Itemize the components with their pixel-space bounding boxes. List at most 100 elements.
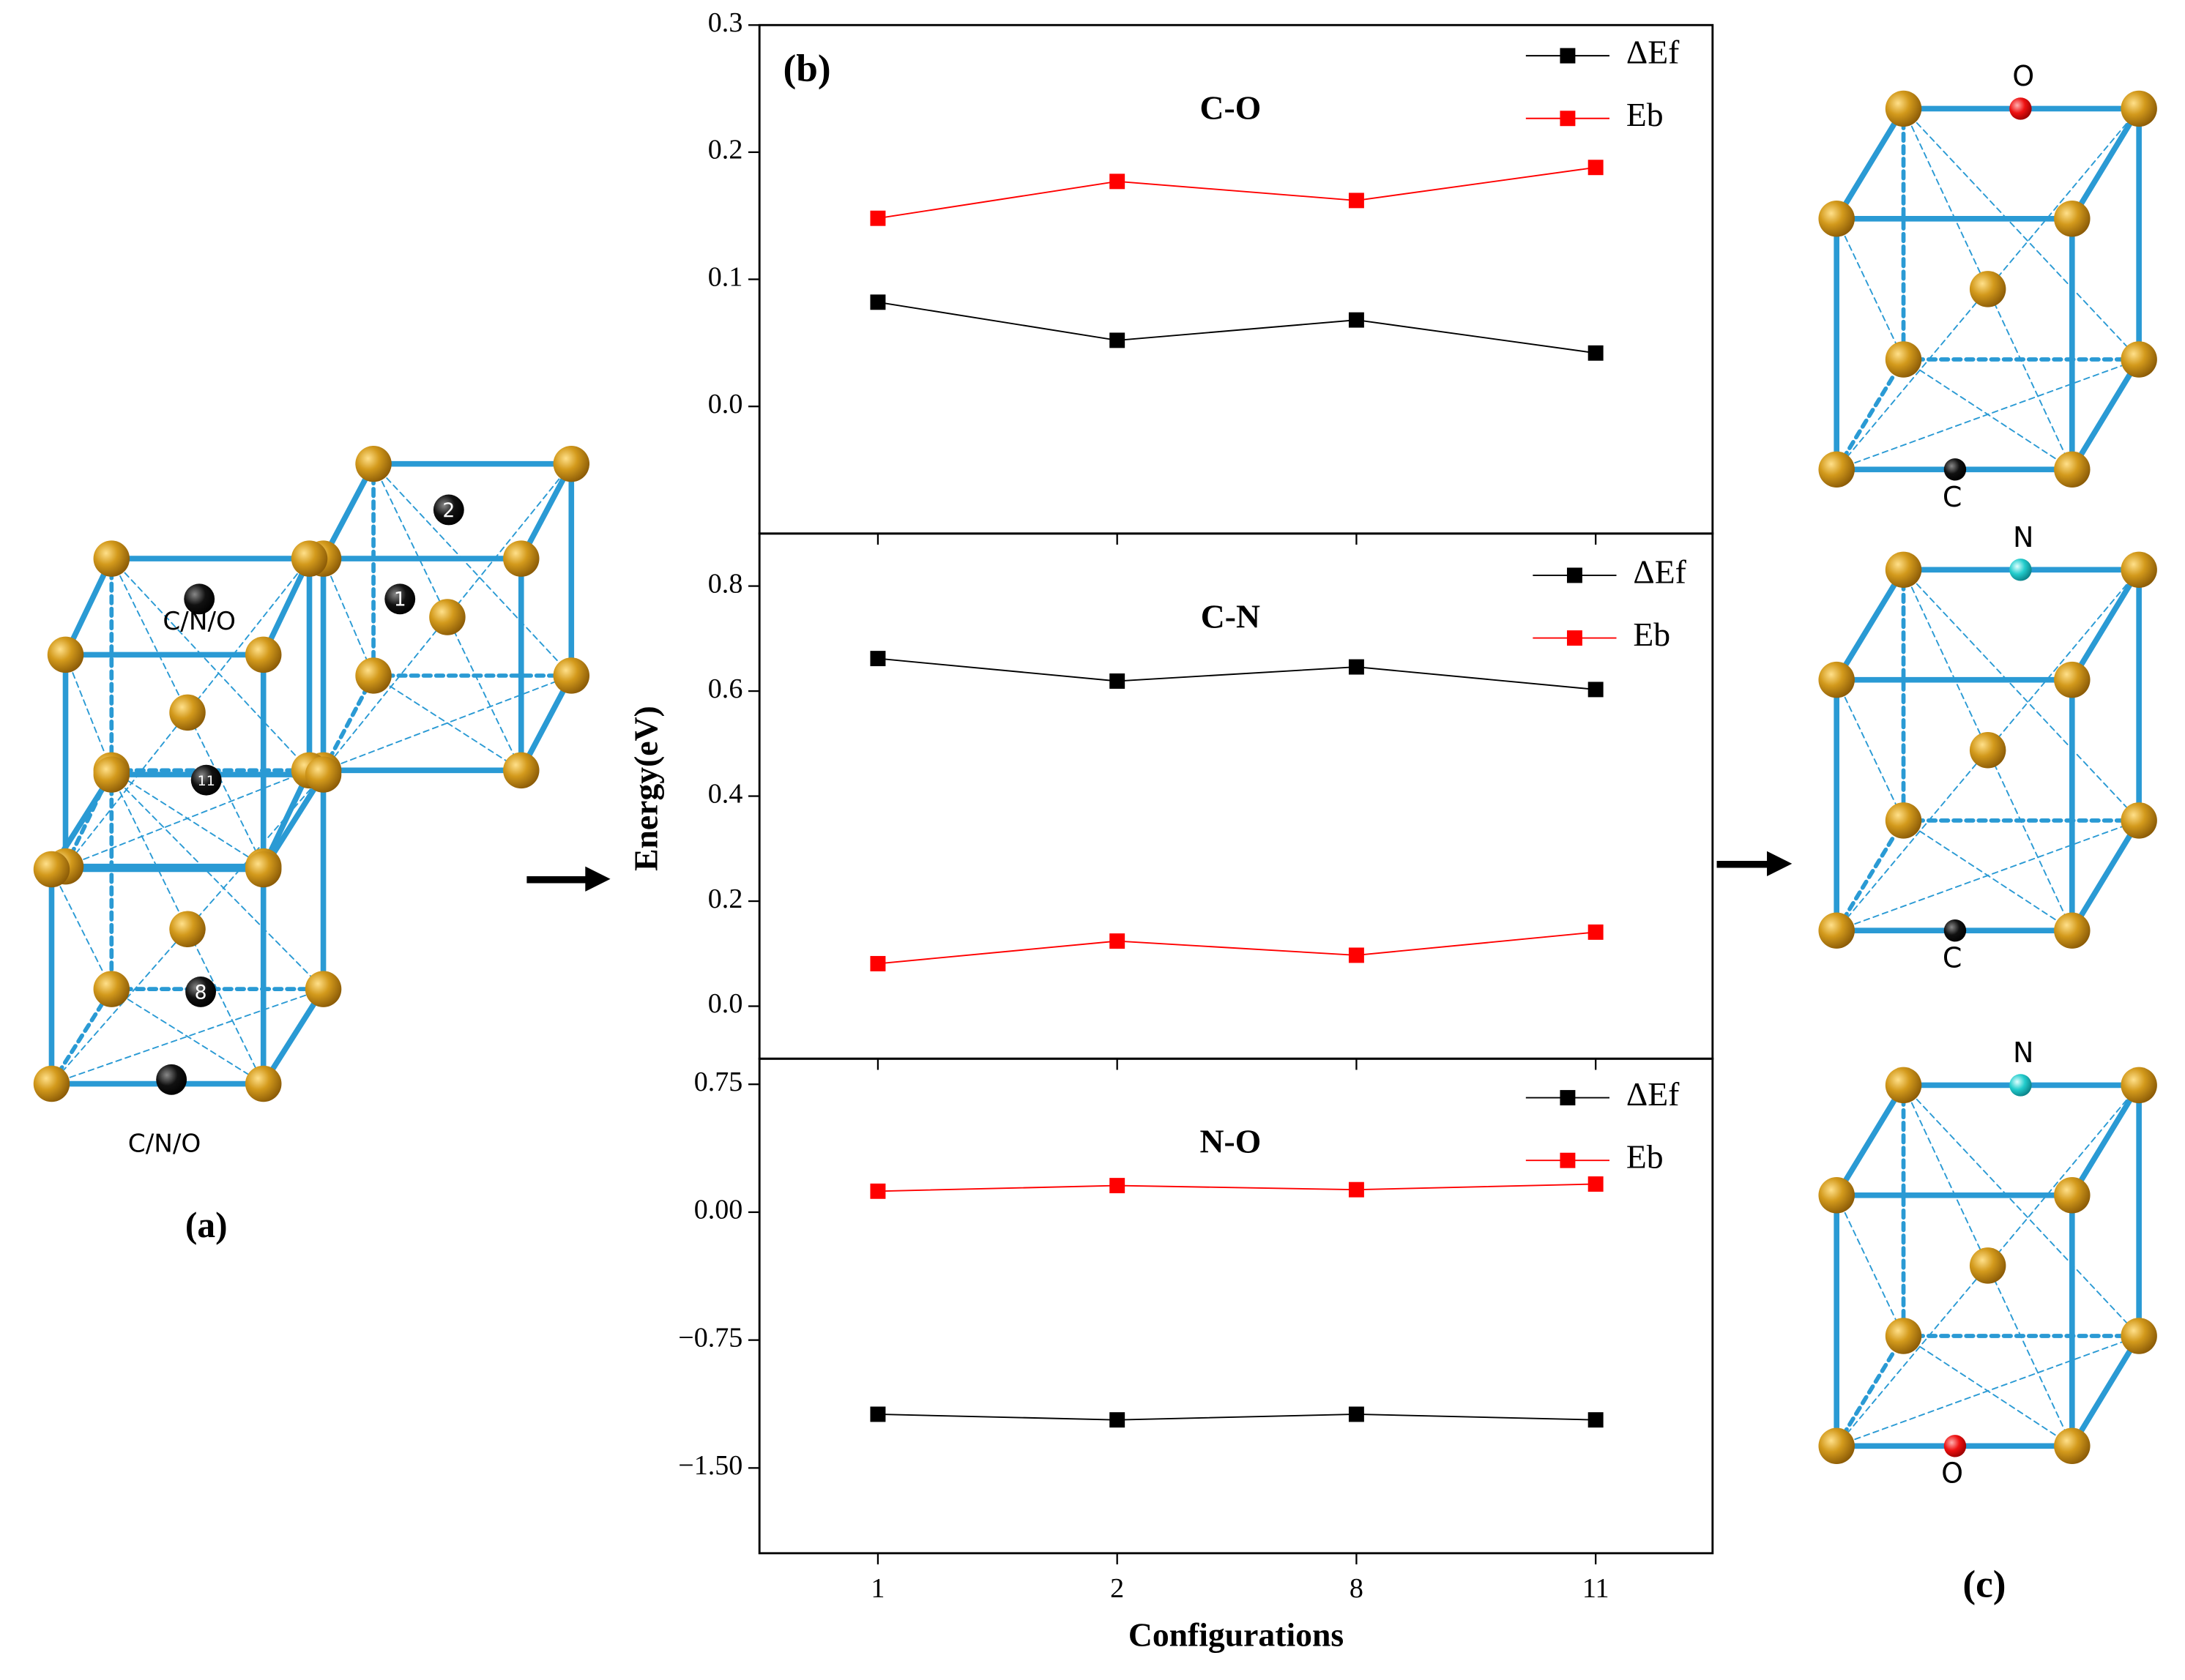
marker — [870, 1406, 886, 1422]
bond — [111, 988, 264, 1085]
atom — [2054, 912, 2091, 949]
legend-label: ΔEf — [1633, 553, 1686, 590]
marker — [1587, 345, 1604, 361]
bond — [1902, 1084, 2140, 1337]
atom — [169, 694, 206, 731]
dopant-label: C/N/O — [163, 607, 236, 636]
atom — [33, 1065, 70, 1102]
chart-title: C-N — [1201, 597, 1260, 635]
atom — [2054, 1427, 2091, 1465]
atom — [1969, 1247, 2006, 1284]
atom — [1885, 341, 1922, 378]
legend-marker — [1560, 1152, 1576, 1168]
marker — [870, 651, 886, 667]
atom — [2121, 1318, 2157, 1354]
panel-label: (c) — [1962, 1563, 2006, 1606]
dopant-label: C/N/O — [128, 1130, 201, 1159]
bond — [111, 774, 324, 990]
atom — [93, 540, 130, 577]
bond — [1834, 567, 1907, 683]
atom-label: N — [2013, 1037, 2033, 1069]
bond — [1834, 1082, 1907, 1198]
chart-title: N-O — [1200, 1123, 1262, 1160]
y-tick-label: 0.6 — [708, 673, 743, 704]
legend-marker — [1566, 630, 1582, 646]
marker — [1109, 173, 1125, 190]
series-line — [877, 1183, 1596, 1192]
series-line — [877, 166, 1596, 220]
x-tick-label: 11 — [1582, 1573, 1609, 1604]
site-label: 1 — [394, 589, 406, 611]
marker — [1587, 682, 1604, 698]
atom — [245, 1065, 282, 1102]
y-tick-label: 0.0 — [708, 988, 743, 1019]
plot-frame — [758, 1057, 1714, 1555]
atom — [1969, 732, 2006, 769]
bond — [1902, 819, 2073, 932]
atom — [93, 971, 130, 1007]
atom — [1818, 451, 1855, 488]
atom — [156, 1064, 187, 1095]
atom — [429, 599, 466, 635]
legend-label: ΔEf — [1626, 34, 1680, 71]
marker — [1348, 312, 1364, 328]
bond — [2069, 1082, 2142, 1198]
bond — [1834, 1334, 1906, 1449]
atom — [2054, 1177, 2091, 1214]
legend-marker — [1560, 1090, 1576, 1106]
atom — [2009, 559, 2032, 581]
marker — [1109, 1412, 1125, 1428]
y-tick-label: 0.1 — [708, 261, 743, 292]
atom — [503, 540, 540, 577]
atom — [1885, 90, 1922, 127]
atom — [245, 636, 282, 673]
bond — [1836, 217, 1905, 360]
series-line — [877, 657, 1596, 690]
y-tick-label: 0.2 — [708, 135, 743, 165]
marker — [1348, 193, 1364, 209]
chart-title: C-O — [1200, 89, 1262, 127]
bond — [1902, 108, 2140, 360]
atom — [1969, 271, 2006, 307]
atom — [2121, 802, 2157, 839]
atom — [2054, 201, 2091, 237]
marker — [870, 210, 886, 226]
atom — [503, 752, 540, 789]
y-tick-label: 0.00 — [694, 1195, 743, 1225]
atom — [2121, 551, 2157, 589]
atom — [1943, 919, 1967, 942]
atom — [355, 445, 392, 482]
atom — [1885, 1318, 1922, 1354]
y-tick-label: 0.2 — [708, 884, 743, 914]
marker — [1587, 924, 1604, 940]
marker — [1109, 332, 1125, 348]
atom — [184, 583, 215, 615]
atom — [1943, 1435, 1967, 1457]
marker — [1348, 1406, 1364, 1422]
y-tick-label: −0.75 — [678, 1322, 742, 1353]
series-line — [877, 931, 1596, 965]
series-line — [877, 1414, 1596, 1421]
y-tick-label: 0.4 — [708, 778, 743, 809]
bond — [64, 654, 113, 772]
y-tick-label: 0.3 — [708, 7, 743, 38]
bond — [260, 986, 327, 1087]
marker — [1348, 659, 1364, 675]
energy-plots: 0.0 0.1 0.2 0.3 (b) C-O ΔEf Eb 0.0 0.2 0.4 0.6 0.8 En… — [627, 7, 1714, 1653]
bond — [373, 674, 522, 772]
marker — [1348, 1181, 1364, 1198]
x-axis-label: Configurations — [1128, 1616, 1344, 1653]
panel-label: (a) — [185, 1205, 228, 1245]
atom — [1943, 458, 1967, 481]
marker — [1587, 1176, 1604, 1192]
atom — [2009, 1074, 2032, 1097]
bond — [322, 558, 375, 676]
marker — [1587, 160, 1604, 176]
atom — [2121, 341, 2157, 378]
arrow — [1716, 851, 1793, 876]
atom — [553, 657, 590, 694]
arrow — [526, 866, 611, 892]
panel-label: (b) — [783, 47, 831, 90]
